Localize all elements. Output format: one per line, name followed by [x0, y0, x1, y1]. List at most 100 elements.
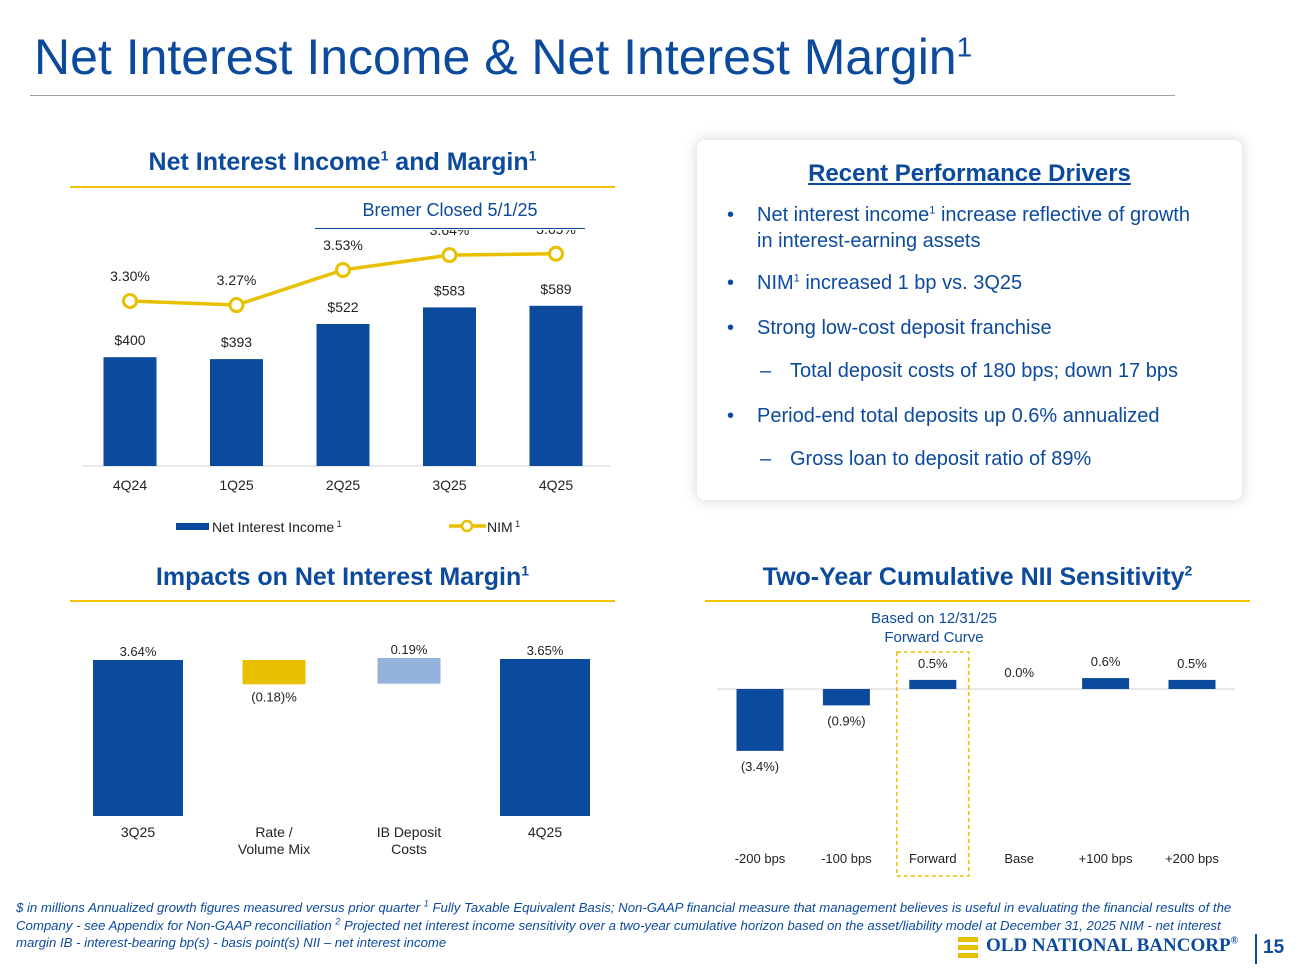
- x-tick-label: 1Q25: [219, 477, 253, 493]
- driver-subitem-2: – Gross loan to deposit ratio of 89%: [760, 446, 1230, 472]
- bremer-callout-rule: [315, 228, 585, 229]
- impacts-section-title: Impacts on Net Interest Margin1: [70, 563, 615, 592]
- nii-title-sup2: 1: [528, 147, 537, 164]
- driver-sup: 1: [929, 204, 936, 217]
- driver-item-3: • Strong low-cost deposit franchise: [727, 315, 1227, 341]
- nii-bar-label: $400: [114, 332, 145, 348]
- x-tick-label: 3Q25: [121, 824, 155, 840]
- nim-label: 3.65%: [536, 230, 576, 237]
- nii-bar-label: $589: [540, 281, 571, 297]
- title-divider: [30, 95, 1175, 96]
- driver-subitem-1: – Total deposit costs of 180 bps; down 17…: [760, 358, 1230, 384]
- bridge-value-label: 0.19%: [391, 642, 428, 657]
- page-title-text: Net Interest Income & Net Interest Margi…: [34, 29, 957, 85]
- sensitivity-title-sup: 2: [1184, 562, 1193, 579]
- x-tick-label: Costs: [391, 841, 427, 857]
- x-tick-label: 3Q25: [432, 477, 466, 493]
- bridge-value-label: 3.64%: [120, 644, 157, 659]
- nim-point: [335, 261, 351, 278]
- nii-bar: [316, 324, 370, 466]
- page-title-footnote: 1: [956, 31, 973, 63]
- sensitivity-section-title: Two-Year Cumulative NII Sensitivity2: [705, 563, 1250, 592]
- nii-title-part2: and Margin: [388, 148, 529, 176]
- forward-curve-callout: Based on 12/31/25 Forward Curve: [834, 609, 1034, 647]
- forward-callout-line1: Based on 12/31/25: [871, 610, 997, 627]
- nim-delta-bar: [242, 660, 306, 685]
- x-tick-label: Volume Mix: [238, 841, 310, 857]
- driver-text: in interest-earning assets: [757, 230, 981, 252]
- dash-marker: –: [760, 448, 772, 470]
- sensitivity-bar: [736, 689, 784, 751]
- nii-chart: $400 4Q24 $393 1Q25 $522 2Q25 $583 3Q25 $589 4Q25…: [82, 230, 610, 535]
- forward-highlight-box: [896, 651, 970, 877]
- driver-item-4: • Period-end total deposits up 0.6% annua…: [727, 403, 1227, 429]
- legend-marker-nim: [460, 519, 474, 533]
- x-tick-label: 4Q25: [539, 477, 573, 493]
- nim-label: 3.53%: [323, 237, 363, 253]
- sensitivity-value-label: 0.5%: [918, 656, 948, 671]
- sensitivity-value-label: 0.5%: [1177, 656, 1207, 671]
- nim-label: 3.30%: [110, 268, 150, 284]
- driver-sup: 1: [793, 272, 800, 285]
- driver-text: Total deposit costs of 180 bps; down 17 …: [790, 360, 1179, 382]
- sensitivity-bar: [822, 689, 870, 706]
- driver-text: Strong low-cost deposit franchise: [757, 317, 1052, 339]
- legend-label-nii: Net Interest Income 1: [212, 519, 342, 535]
- driver-text: Gross loan to deposit ratio of 89%: [790, 448, 1092, 470]
- nii-bar: [103, 357, 157, 466]
- x-tick-label: IB Deposit: [377, 824, 442, 840]
- nii-title-sup1: 1: [380, 147, 389, 164]
- bridge-value-label: (0.18)%: [251, 689, 297, 704]
- nim-point: [228, 297, 245, 314]
- x-tick-label: Forward: [909, 851, 957, 866]
- nim-total-bar: [93, 660, 183, 816]
- page-number-divider: [1255, 934, 1257, 964]
- bullet-marker: •: [727, 272, 735, 294]
- footnote-text: Projected net interest income sensitivit…: [16, 917, 1221, 951]
- sensitivity-value-label: (3.4%): [741, 759, 779, 774]
- bullet-marker: •: [727, 317, 735, 339]
- sensitivity-value-label: 0.0%: [1004, 665, 1034, 680]
- nim-line: [129, 252, 557, 307]
- nim-total-bar: [500, 659, 590, 816]
- nii-bar: [210, 359, 263, 466]
- legend-swatch-nii: [176, 523, 209, 530]
- x-tick-label: +100 bps: [1079, 851, 1133, 866]
- x-tick-label: -100 bps: [821, 851, 872, 866]
- drivers-heading: Recent Performance Drivers: [808, 160, 1131, 187]
- footnote-sup: 1: [423, 898, 429, 909]
- sensitivity-value-label: (0.9%): [827, 713, 865, 728]
- forward-callout-line2: Forward Curve: [884, 629, 984, 646]
- x-tick-label: Base: [1004, 851, 1034, 866]
- x-tick-label: 2Q25: [326, 477, 360, 493]
- nim-delta-bar: [377, 658, 441, 684]
- sensitivity-bar: [909, 679, 957, 689]
- impacts-title-sup: 1: [521, 562, 530, 579]
- nii-section-title: Net Interest Income1 and Margin1: [70, 148, 615, 177]
- nii-title-part1: Net Interest Income: [148, 148, 381, 176]
- performance-drivers-panel: Recent Performance Drivers • Net interest…: [697, 140, 1242, 500]
- nii-title-rule: [70, 186, 615, 188]
- nim-point: [548, 245, 564, 262]
- sensitivity-bar: [1168, 679, 1216, 689]
- sensitivity-title-text: Two-Year Cumulative NII Sensitivity: [762, 563, 1185, 591]
- nii-bar: [423, 307, 476, 466]
- dash-marker: –: [760, 360, 772, 382]
- nim-point: [122, 293, 138, 309]
- driver-text: increased 1 bp vs. 3Q25: [799, 272, 1023, 294]
- sensitivity-title-rule: [705, 600, 1250, 602]
- nii-bar: [529, 305, 583, 466]
- sensitivity-bar: [1082, 678, 1130, 689]
- driver-text: Net interest income: [757, 204, 930, 226]
- bank-logo-icon: [958, 937, 978, 958]
- bridge-value-label: 3.65%: [527, 643, 564, 658]
- logo-name: OLD NATIONAL BANCORP: [986, 935, 1231, 956]
- bank-logo-text: OLD NATIONAL BANCORP®: [986, 935, 1238, 957]
- impacts-title-rule: [70, 600, 615, 602]
- driver-item-2: • NIM1 increased 1 bp vs. 3Q25: [727, 270, 1227, 296]
- impacts-title-text: Impacts on Net Interest Margin: [155, 563, 522, 591]
- bullet-marker: •: [727, 405, 735, 427]
- sensitivity-value-label: 0.6%: [1091, 654, 1121, 669]
- driver-text: Period-end total deposits up 0.6% annual…: [757, 405, 1160, 427]
- nim-label: 3.27%: [217, 272, 257, 288]
